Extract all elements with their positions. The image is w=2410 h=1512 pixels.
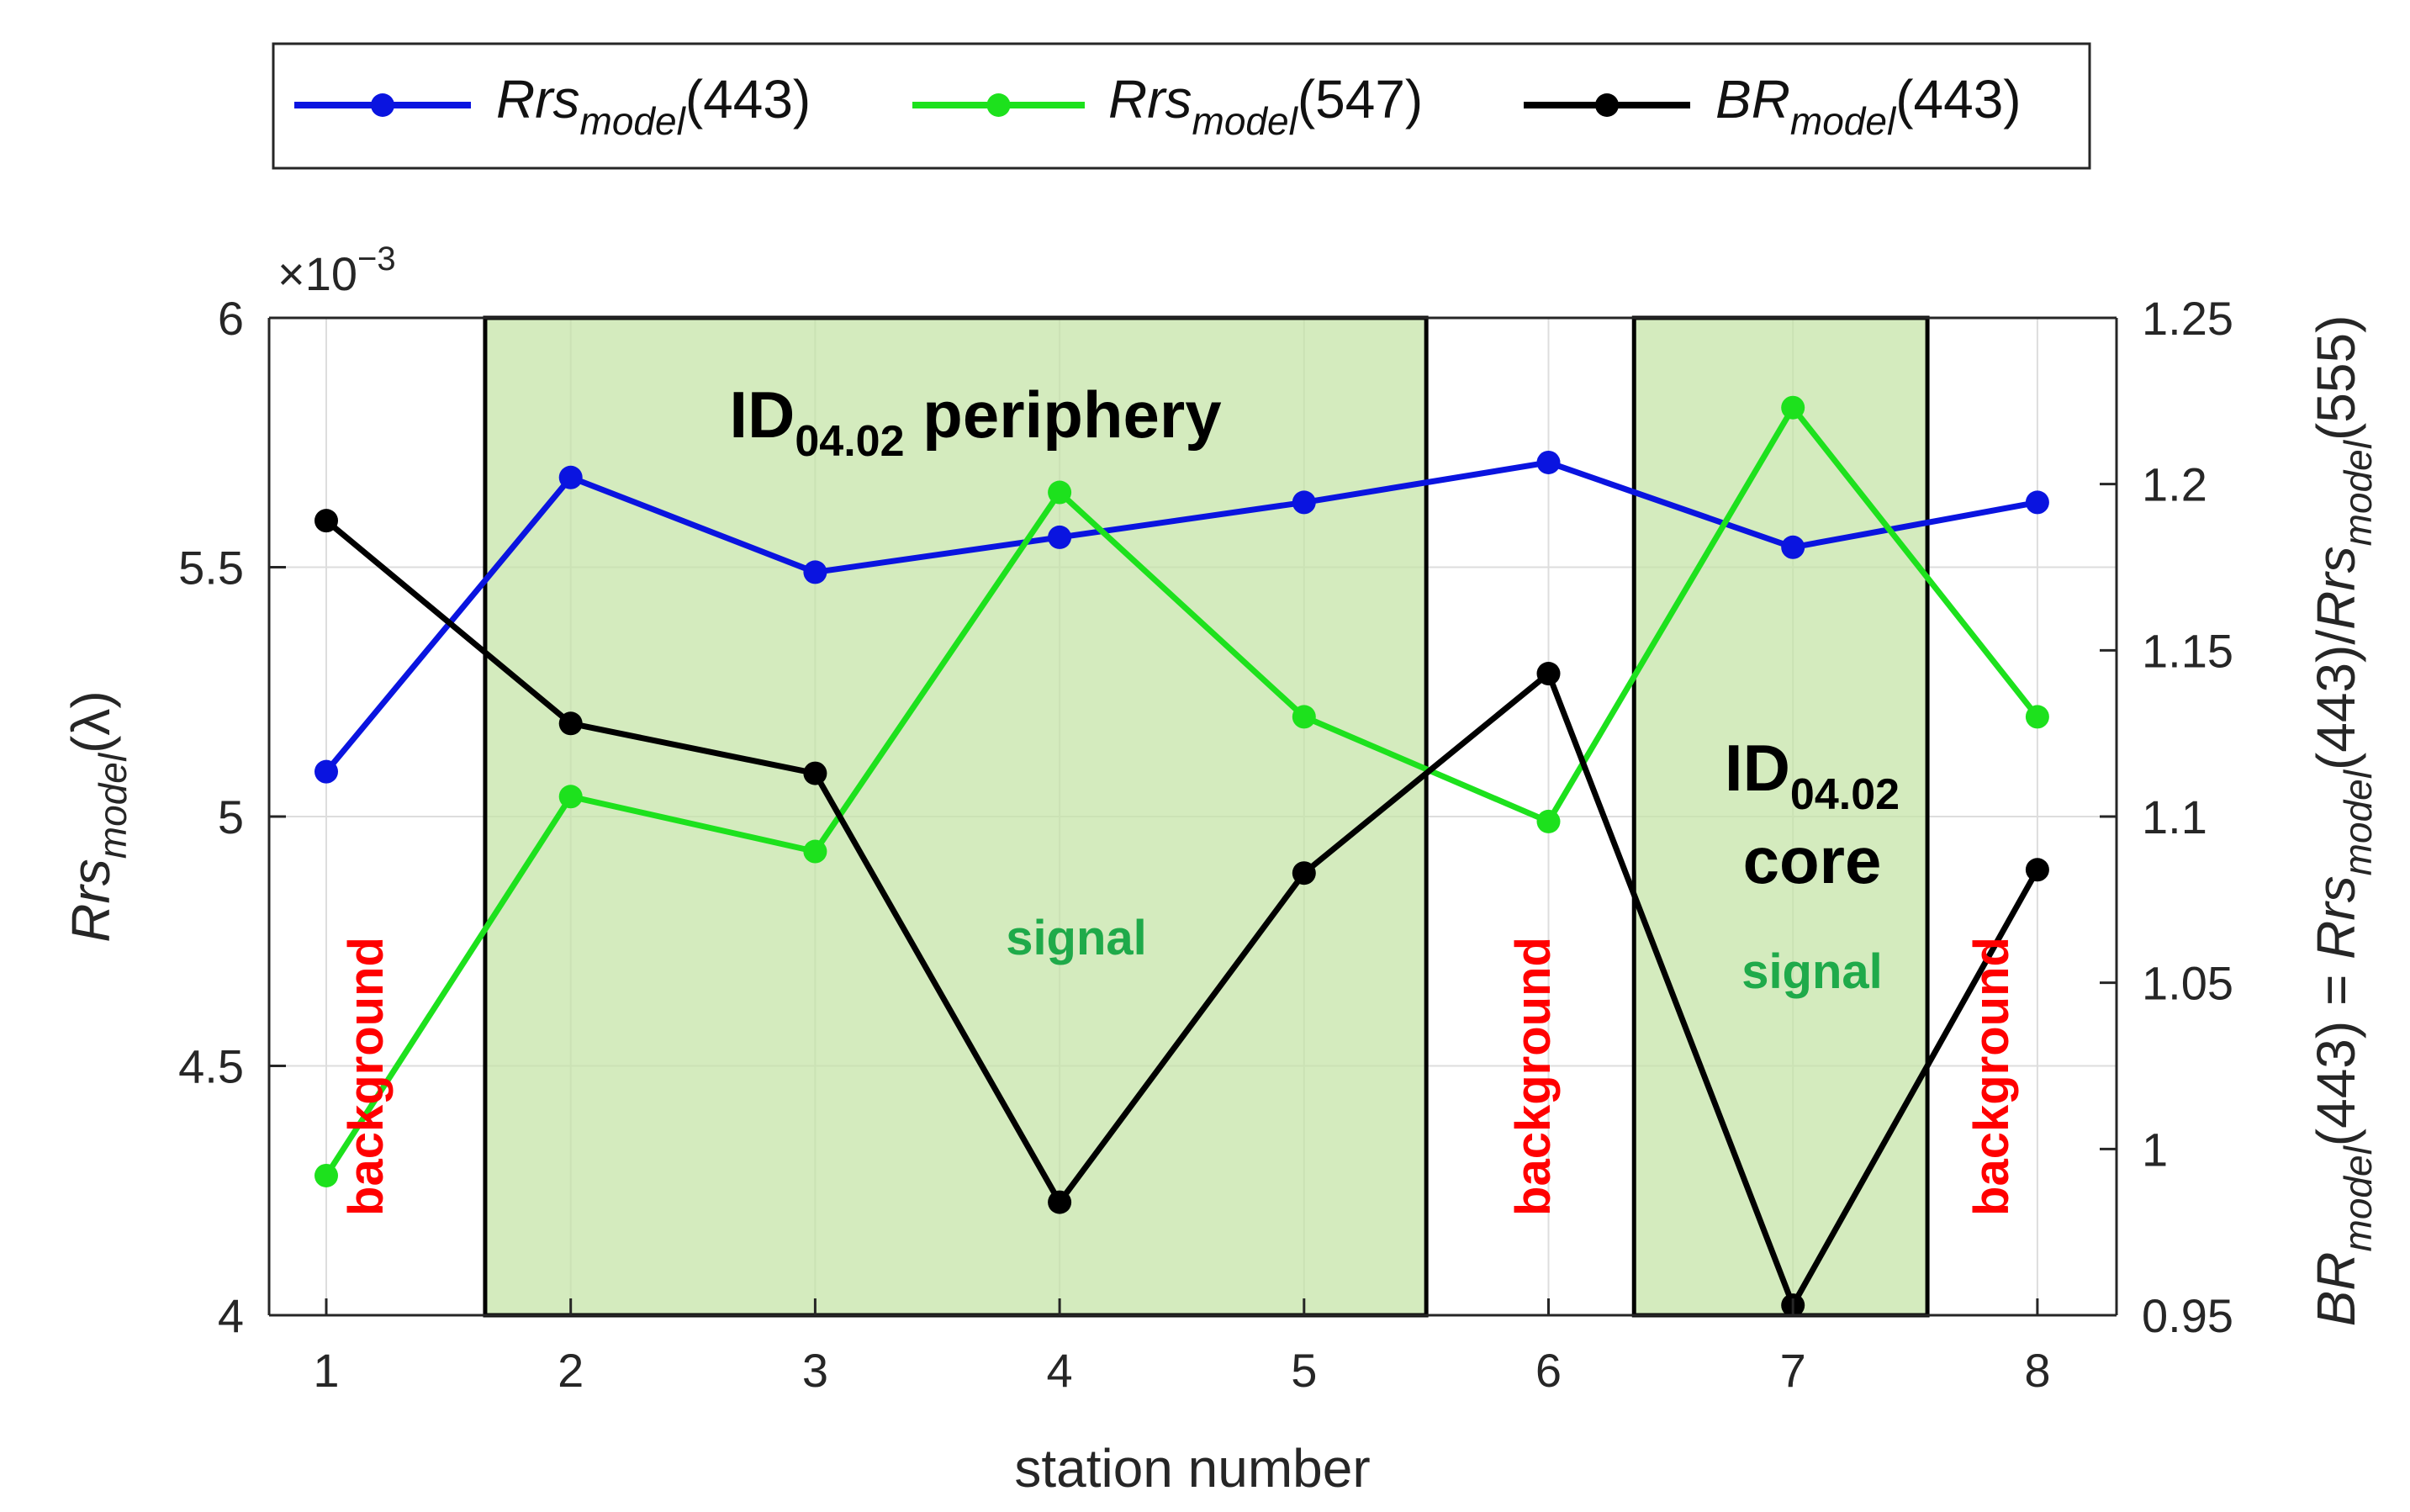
x-tick-label: 5 [1291,1344,1317,1397]
series-line-2 [324,518,2040,1308]
region-periphery [483,315,1429,1318]
periphery-title: ID04.02 periphery [729,378,1221,466]
legend-label-main: Rrs [1108,69,1192,130]
right-axis-title-part: model [2336,1145,2380,1251]
right-axis-title-part: Rrs [2306,546,2366,630]
multiplier-exponent: −3 [357,241,396,278]
data-point [803,761,827,785]
data-point [1048,480,1072,505]
right-axis-title-part: model [2336,439,2380,546]
right-axis-title-part: model [2336,769,2380,875]
legend-marker-2 [1595,93,1619,117]
left-axis-multiplier: ×10−3 [277,241,396,300]
periphery-title-main: ID [729,378,795,452]
background-label: background [1964,937,2019,1216]
data-point [1781,395,1805,420]
data-point [1781,535,1805,559]
left-axis-title-main: Rrs [61,859,121,943]
left-tick-label: 6 [218,292,244,345]
legend-label-sub: model [580,99,687,143]
left-tick-label: 5 [218,790,244,843]
x-tick-label: 1 [313,1344,339,1397]
right-tick-label: 1.2 [2142,458,2207,511]
legend-marker-1 [986,93,1011,117]
left-axis-title: Rrsmodel(λ) [61,690,135,942]
data-point [558,785,583,809]
right-axis-title-part: BR [2306,1251,2366,1326]
x-tick-label: 4 [1047,1344,1073,1397]
legend-box [272,42,2091,170]
data-point [558,711,583,736]
data-point [1292,861,1316,886]
data-point [2025,858,2049,882]
right-tick-label: 0.95 [2142,1289,2233,1342]
left-tick-label: 5.5 [178,542,244,595]
legend-label-sub: model [1192,99,1299,143]
x-tick-label: 7 [1780,1344,1806,1397]
data-point [314,1163,338,1187]
data-point [2025,490,2049,515]
left-axis-title-sub: model [91,752,135,859]
data-point [1048,525,1072,549]
data-point [2025,705,2049,729]
right-axis-title-part: (443) = [2306,960,2366,1146]
right-tick-label: 1.1 [2142,790,2207,843]
legend: Rrsmodel(443) Rrsmodel(547) BRmodel(443) [272,42,2091,170]
left-tick-label: 4 [218,1289,244,1342]
legend-label-tail: (443) [1895,69,2021,130]
periphery-title-tail: periphery [905,378,1222,452]
data-point [803,560,827,584]
right-axis-title: BRmodel(443) = Rrsmodel(443)/Rrsmodel(55… [2306,315,2380,1327]
legend-marker-0 [371,93,394,117]
right-axis-title-part: Rrs [2306,875,2366,960]
x-tick-label: 8 [2024,1344,2050,1397]
legend-label-main: BR [1715,69,1790,130]
core-title-line2: core [1743,823,1882,897]
annotations: ID04.02 peripheryID04.02coresignalsignal… [339,378,2019,1216]
signal-label-periphery: signal [1006,911,1147,965]
left-tick-label: 4.5 [178,1040,244,1093]
legend-label-sub: model [1790,99,1897,143]
series-line-0 [324,459,2038,774]
legend-label-0: Rrsmodel(443) [496,69,811,143]
right-tick-label: 1 [2142,1123,2168,1176]
shaded-regions [483,315,1930,1318]
legend-label-tail: (547) [1297,69,1423,130]
right-tick-label: 1.15 [2142,624,2233,677]
data-point [1048,1190,1072,1214]
signal-label-core: signal [1741,944,1883,999]
multiplier-base: ×10 [277,247,357,300]
series-line-1 [324,404,2040,1177]
right-tick-label: 1.05 [2142,957,2233,1010]
background-label: background [339,937,394,1216]
legend-label-main: Rrs [496,69,580,130]
legend-label-tail: (443) [685,69,811,130]
periphery-title-sub: 04.02 [795,417,904,466]
data-point [803,839,827,864]
data-point [558,465,583,489]
legend-label-1: Rrsmodel(547) [1108,69,1423,143]
data-point [1536,809,1561,833]
core-title-sub: 04.02 [1790,770,1900,819]
data-point [1536,662,1561,686]
right-axis-title-part: (555) [2306,315,2366,441]
core-title: ID04.02 [1725,731,1900,819]
x-tick-label: 2 [558,1344,584,1397]
x-axis-title: station number [1014,1438,1370,1499]
left-axis-title-tail: (λ) [61,690,121,753]
legend-label-2: BRmodel(443) [1715,69,2022,143]
data-point [314,759,338,784]
data-point [1292,705,1316,729]
x-tick-label: 3 [802,1344,828,1397]
right-axis-title-part: (443)/ [2306,630,2366,770]
data-point [1536,450,1561,474]
right-tick-label: 1.25 [2142,292,2233,345]
core-title-main: ID [1725,731,1790,805]
data-point [1292,490,1316,515]
background-label: background [1506,937,1561,1216]
data-point [314,509,338,533]
x-tick-label: 6 [1535,1344,1562,1397]
